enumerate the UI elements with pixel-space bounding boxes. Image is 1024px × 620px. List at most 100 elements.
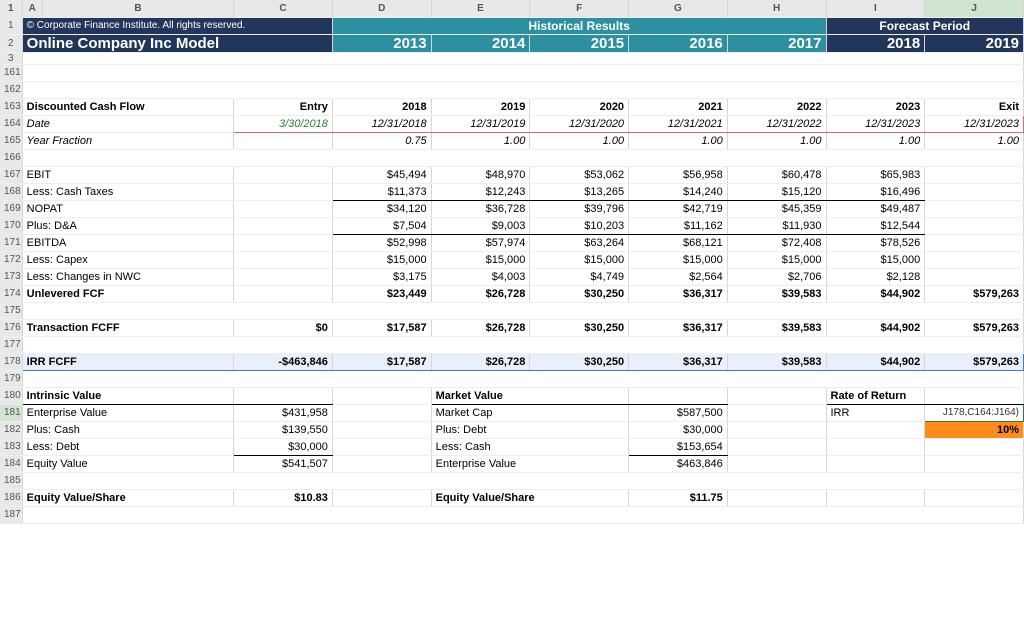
cell[interactable]: $30,250 [530,285,629,302]
cell[interactable]: $11,373 [332,183,431,200]
cell[interactable]: $14,240 [629,183,728,200]
row-176[interactable]: 176 [0,319,22,336]
cell[interactable]: $78,526 [826,234,925,251]
row-171[interactable]: 171 [0,234,22,251]
cell[interactable]: $36,728 [431,200,530,217]
yf-2021[interactable]: 1.00 [629,132,728,149]
row-179[interactable]: 179 [0,370,22,387]
cell[interactable]: $44,902 [826,285,925,302]
cell[interactable]: $15,000 [826,251,925,268]
row-183[interactable]: 183 [0,438,22,455]
cell[interactable]: $10,203 [530,217,629,234]
cell[interactable]: $3,175 [332,268,431,285]
cell[interactable]: $44,902 [826,319,925,336]
row-161[interactable]: 161 [0,64,22,81]
row-187[interactable]: 187 [0,506,22,523]
yf-2018[interactable]: 0.75 [332,132,431,149]
cell[interactable]: $65,983 [826,166,925,183]
date-2019[interactable]: 12/31/2019 [431,115,530,132]
cell[interactable]: $139,550 [234,421,333,438]
cell[interactable]: $11,162 [629,217,728,234]
date-entry[interactable]: 3/30/2018 [234,115,333,132]
cell[interactable]: $12,544 [826,217,925,234]
cell[interactable]: $10.83 [234,489,333,506]
select-all[interactable]: 1 [0,0,22,17]
row-182[interactable]: 182 [0,421,22,438]
cell[interactable]: $42,719 [629,200,728,217]
cell[interactable]: $15,000 [727,251,826,268]
col-E[interactable]: E [431,0,530,17]
yf-2019[interactable]: 1.00 [431,132,530,149]
cell[interactable]: $39,796 [530,200,629,217]
date-2023[interactable]: 12/31/2023 [826,115,925,132]
cell[interactable]: $45,494 [332,166,431,183]
date-2018[interactable]: 12/31/2018 [332,115,431,132]
cell[interactable]: $30,000 [234,438,333,455]
yf-exit[interactable]: 1.00 [925,132,1024,149]
row-168[interactable]: 168 [0,183,22,200]
cell[interactable]: $36,317 [629,319,728,336]
spreadsheet[interactable]: 1 A B C D E F G H I J 1 © Corporate Fina… [0,0,1024,524]
date-exit[interactable]: 12/31/2023 [925,115,1024,132]
row-1[interactable]: 1 [0,17,22,34]
yf-2023[interactable]: 1.00 [826,132,925,149]
cell[interactable]: $16,496 [826,183,925,200]
row-170[interactable]: 170 [0,217,22,234]
date-2022[interactable]: 12/31/2022 [727,115,826,132]
cell[interactable]: $36,317 [629,353,728,370]
cell[interactable]: $153,654 [629,438,728,455]
col-H[interactable]: H [727,0,826,17]
cell[interactable]: $2,128 [826,268,925,285]
col-G[interactable]: G [629,0,728,17]
row-2[interactable]: 2 [0,34,22,52]
row-178[interactable]: 178 [0,353,22,370]
row-186[interactable]: 186 [0,489,22,506]
cell[interactable]: $0 [234,319,333,336]
cell[interactable]: $7,504 [332,217,431,234]
cell[interactable]: $56,958 [629,166,728,183]
cell[interactable]: $15,000 [332,251,431,268]
col-C[interactable]: C [234,0,333,17]
cell[interactable]: $52,998 [332,234,431,251]
col-F[interactable]: F [530,0,629,17]
row-181[interactable]: 181 [0,404,22,421]
cell[interactable]: $39,583 [727,285,826,302]
date-2020[interactable]: 12/31/2020 [530,115,629,132]
cell[interactable]: $49,487 [826,200,925,217]
row-169[interactable]: 169 [0,200,22,217]
cell[interactable]: $17,587 [332,319,431,336]
row-174[interactable]: 174 [0,285,22,302]
row-184[interactable]: 184 [0,455,22,472]
cell[interactable]: $463,846 [629,455,728,472]
cell[interactable]: $72,408 [727,234,826,251]
cell[interactable]: $48,970 [431,166,530,183]
cell[interactable]: $541,507 [234,455,333,472]
col-A[interactable]: A [22,0,42,17]
col-B[interactable]: B [42,0,233,17]
row-175[interactable]: 175 [0,302,22,319]
row-172[interactable]: 172 [0,251,22,268]
row-163[interactable]: 163 [0,98,22,115]
cell[interactable]: $36,317 [629,285,728,302]
yf-2020[interactable]: 1.00 [530,132,629,149]
cell[interactable]: $17,587 [332,353,431,370]
cell[interactable]: $26,728 [431,285,530,302]
row-173[interactable]: 173 [0,268,22,285]
cell[interactable]: $68,121 [629,234,728,251]
row-185[interactable]: 185 [0,472,22,489]
cell[interactable]: $431,958 [234,404,333,421]
cell[interactable]: $39,583 [727,319,826,336]
cell[interactable]: $26,728 [431,319,530,336]
cell[interactable]: $34,120 [332,200,431,217]
cell[interactable]: $30,250 [530,319,629,336]
date-2021[interactable]: 12/31/2021 [629,115,728,132]
cell[interactable]: $15,000 [629,251,728,268]
row-180[interactable]: 180 [0,387,22,404]
cell[interactable]: $63,264 [530,234,629,251]
cell[interactable]: $44,902 [826,353,925,370]
cell[interactable]: $579,263 [925,285,1024,302]
col-D[interactable]: D [332,0,431,17]
cell[interactable]: $26,728 [431,353,530,370]
cell[interactable]: $15,000 [431,251,530,268]
cell[interactable]: $15,000 [530,251,629,268]
